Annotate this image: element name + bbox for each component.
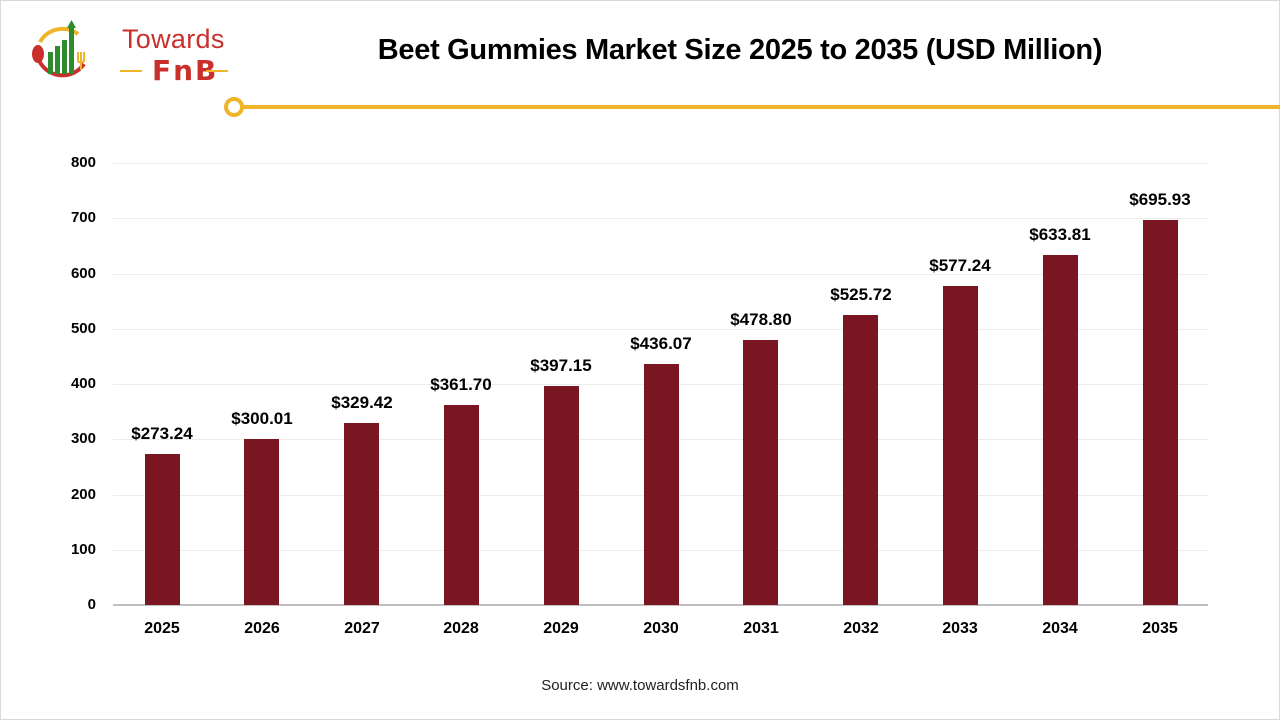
y-tick-label: 100 xyxy=(70,541,96,558)
y-tick-label: 500 xyxy=(70,320,96,337)
logo-dash-right xyxy=(206,70,228,72)
bar-value-label: $273.24 xyxy=(131,424,193,443)
bar-2026 xyxy=(244,439,279,605)
x-tick-label: 2025 xyxy=(144,620,180,637)
bar-value-label: $436.07 xyxy=(630,334,692,353)
bar-value-label: $300.01 xyxy=(231,409,293,428)
gridline xyxy=(113,163,1208,164)
bar-value-label: $397.15 xyxy=(530,356,592,375)
bar-2029 xyxy=(544,386,579,605)
bar-value-label: $525.72 xyxy=(830,285,892,304)
bar-value-label: $478.80 xyxy=(730,310,792,329)
x-tick-label: 2033 xyxy=(942,620,978,637)
x-tick-label: 2034 xyxy=(1042,620,1078,637)
logo-text-towards: Towards xyxy=(122,24,225,54)
x-tick-label: 2027 xyxy=(344,620,380,637)
logo-chart-icon xyxy=(32,20,86,78)
x-tick-label: 2032 xyxy=(843,620,879,637)
gridline xyxy=(113,218,1208,219)
x-tick-label: 2029 xyxy=(543,620,579,637)
bar-2032 xyxy=(843,315,878,605)
x-tick-label: 2026 xyxy=(244,620,280,637)
bar-2031 xyxy=(743,340,778,605)
y-tick-label: 400 xyxy=(70,375,96,392)
x-tick-label: 2030 xyxy=(643,620,679,637)
gridline xyxy=(113,329,1208,330)
logo-dash-left xyxy=(120,70,142,72)
x-tick-label: 2031 xyxy=(743,620,779,637)
x-tick-label: 2035 xyxy=(1142,620,1178,637)
bar-2033 xyxy=(943,286,978,605)
accent-line xyxy=(240,105,1280,109)
x-tick-label: 2028 xyxy=(443,620,479,637)
source-note: Source: www.towardsfnb.com xyxy=(541,677,739,694)
y-tick-label: 0 xyxy=(87,596,96,613)
gridline xyxy=(113,274,1208,275)
bar-value-label: $577.24 xyxy=(929,256,991,275)
bar-2028 xyxy=(444,405,479,605)
bar-2027 xyxy=(344,423,379,605)
logo-text-fnb: FnB xyxy=(152,54,219,87)
bar-value-label: $361.70 xyxy=(430,375,492,394)
bar-value-label: $329.42 xyxy=(331,393,393,412)
bar-2025 xyxy=(145,454,180,605)
bar-value-label: $695.93 xyxy=(1129,190,1191,209)
x-axis-line xyxy=(113,604,1208,606)
y-tick-label: 700 xyxy=(70,209,96,226)
y-tick-label: 800 xyxy=(70,154,96,171)
chart-title: Beet Gummies Market Size 2025 to 2035 (U… xyxy=(377,34,1103,66)
bar-value-label: $633.81 xyxy=(1029,225,1091,244)
y-tick-label: 600 xyxy=(70,265,96,282)
y-tick-label: 200 xyxy=(70,486,96,503)
towards-fnb-logo: Towards FnB xyxy=(24,18,228,88)
bar-2030 xyxy=(644,364,679,605)
y-tick-label: 300 xyxy=(70,430,96,447)
bar-2035 xyxy=(1143,220,1178,605)
bar-2034 xyxy=(1043,255,1078,605)
